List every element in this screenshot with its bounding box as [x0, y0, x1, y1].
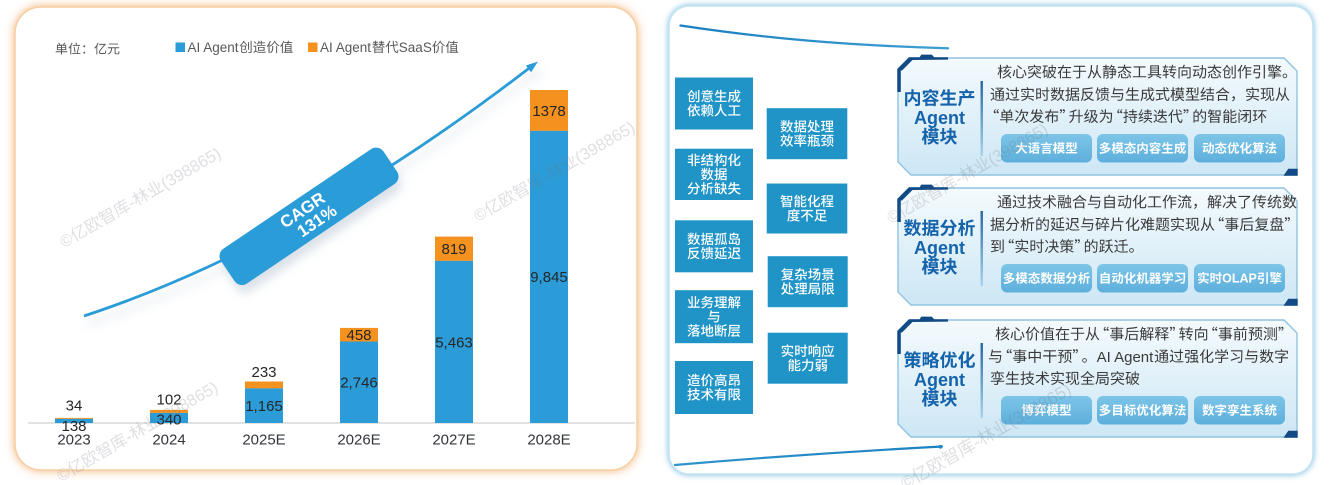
- svg-text:2026E: 2026E: [337, 432, 380, 449]
- svg-text:Agent: Agent: [914, 238, 965, 258]
- svg-text:9,845: 9,845: [530, 269, 568, 286]
- svg-text:OLAP: OLAP: [1222, 272, 1257, 286]
- svg-text:Agent: Agent: [914, 108, 965, 128]
- svg-text:AI Agent: AI Agent: [320, 40, 371, 55]
- svg-text:Agent: Agent: [914, 370, 965, 390]
- svg-text:1378: 1378: [532, 103, 565, 120]
- svg-text:2023: 2023: [57, 432, 90, 449]
- svg-text:1,165: 1,165: [245, 398, 283, 415]
- svg-text:2024: 2024: [152, 432, 185, 449]
- svg-text:233: 233: [251, 364, 276, 381]
- svg-text:819: 819: [441, 241, 466, 258]
- svg-text:AI Agent: AI Agent: [188, 40, 239, 55]
- svg-text:5,463: 5,463: [435, 334, 473, 351]
- svg-text:102: 102: [156, 391, 181, 408]
- svg-text:2025E: 2025E: [242, 432, 285, 449]
- svg-text:2028E: 2028E: [527, 432, 570, 449]
- svg-text:AI Agent: AI Agent: [1097, 349, 1155, 366]
- svg-text:138: 138: [61, 418, 86, 435]
- svg-text:340: 340: [156, 411, 181, 428]
- svg-text:458: 458: [346, 327, 371, 344]
- svg-text:34: 34: [66, 397, 83, 414]
- svg-text:2,746: 2,746: [340, 375, 378, 392]
- svg-text:SaaS: SaaS: [399, 40, 432, 55]
- svg-text:2027E: 2027E: [432, 432, 475, 449]
